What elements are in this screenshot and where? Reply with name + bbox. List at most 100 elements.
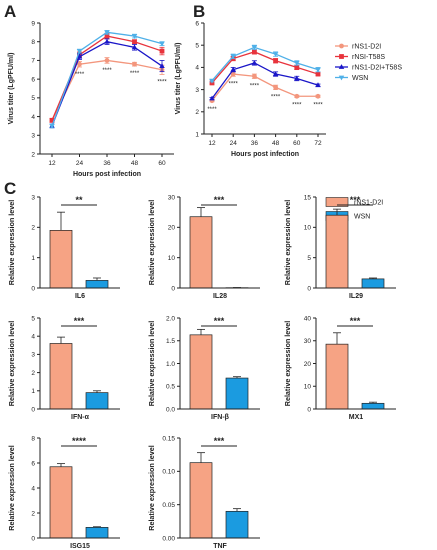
y-tick-label: 1.0 [166, 361, 175, 368]
y-axis-label: Relative expression level [147, 200, 156, 286]
y-tick-label: 3 [195, 87, 199, 94]
y-tick-label: 40 [304, 315, 312, 322]
y-tick-label: 5 [307, 255, 311, 262]
data-point [294, 93, 300, 99]
bar [85, 527, 109, 539]
y-tick-label: 2 [31, 225, 35, 232]
y-axis-label: Relative expression level [147, 321, 156, 407]
bar-chart-isg15: 0 2 4 6 8 ISG15 Relative expression level **** [7, 435, 120, 550]
x-axis-label: IFN-α [71, 414, 90, 421]
bar [49, 343, 73, 410]
y-tick-label: 0.10 [162, 469, 175, 476]
y-tick-label: 2 [195, 109, 199, 116]
y-tick-label: 0 [31, 406, 35, 413]
data-point [159, 63, 165, 68]
data-point [273, 58, 278, 64]
x-axis-label: IL6 [75, 293, 85, 300]
y-axis-label: Virus titer (LgPFU/ml) [175, 43, 182, 115]
bar-chart-mx1: 0 10 20 30 40 MX1 Relative expression level *** [283, 315, 396, 421]
y-axis-label: Relative expression level [7, 445, 16, 531]
data-point [294, 65, 300, 70]
data-point [209, 78, 215, 84]
y-tick-label: 30 [168, 194, 176, 201]
x-tick-label: 60 [158, 160, 166, 167]
y-tick-label: 0 [171, 285, 175, 292]
y-tick-label: 1 [195, 131, 199, 138]
significance-annotation: **** [157, 79, 167, 85]
significance-label: *** [74, 316, 85, 326]
data-point [49, 124, 55, 129]
x-axis-label: ISG15 [70, 543, 90, 550]
series-line [211, 62, 319, 99]
series-line [51, 41, 163, 127]
x-tick-label: 60 [293, 140, 301, 147]
bar [225, 377, 249, 410]
y-tick-label: 10 [304, 384, 312, 391]
y-tick-label: 0.0 [166, 406, 175, 413]
significance-annotation: **** [292, 102, 302, 108]
y-tick-label: 1.5 [166, 338, 175, 345]
bar [49, 466, 73, 539]
legend-label: rNSI-T58S [352, 54, 385, 61]
legend-swatch [325, 197, 349, 207]
y-axis-label: Relative expression level [7, 321, 16, 407]
x-tick-label: 48 [272, 140, 280, 147]
bar [361, 402, 385, 410]
significance-label: *** [214, 436, 225, 446]
y-tick-label: 4 [31, 485, 35, 492]
data-point [252, 49, 257, 55]
bar-chart-ifn-b: 0.0 0.5 1.0 1.5 2.0 IFN-β Relative expression … [147, 315, 260, 421]
data-point [131, 34, 138, 39]
legend-label: WSN [352, 75, 368, 82]
y-tick-label: 3 [31, 194, 35, 201]
panel-label-a: A [4, 2, 16, 21]
y-axis-label: Virus titer (LgPFU/ml) [8, 53, 15, 125]
data-point [76, 53, 83, 59]
x-tick-label: 24 [230, 140, 238, 147]
data-point [315, 71, 321, 77]
significance-label: *** [214, 316, 225, 326]
x-tick-label: 48 [131, 160, 139, 167]
significance-label: *** [350, 195, 361, 205]
x-axis-label: Hours post infection [231, 151, 299, 158]
data-point [315, 93, 321, 99]
y-tick-label: 4 [195, 65, 199, 72]
bar [325, 214, 349, 289]
data-point [272, 52, 279, 57]
significance-annotation: **** [229, 81, 239, 87]
significance-annotation: **** [75, 72, 85, 78]
x-tick-label: 24 [76, 160, 84, 167]
legend-marker [339, 54, 344, 59]
data-point [132, 61, 137, 67]
bar [85, 280, 109, 289]
legend-label: rNS1-D2I [354, 200, 383, 207]
y-tick-label: 1 [31, 255, 35, 262]
bar-chart-tnf: 0.00 0.05 0.10 0.15 TNF Relative expression l… [147, 435, 260, 550]
y-axis-label: Relative expression level [147, 445, 156, 531]
y-tick-label: 6 [31, 460, 35, 467]
y-tick-label: 0.00 [162, 535, 175, 542]
y-tick-label: 0 [307, 406, 311, 413]
bar-chart-il28: 0 10 20 30 IL28 Relative expression level *** [147, 194, 260, 300]
y-tick-label: 2.0 [166, 315, 175, 322]
y-tick-label: 2 [31, 510, 35, 517]
bar-chart-ifn-a: 0 1 2 3 4 5 IFN-α Relative expression level *** [7, 315, 120, 421]
y-tick-label: 5 [195, 43, 199, 50]
bar [225, 510, 249, 539]
line-chart-a: 2 3 4 5 6 7 8 9 12 24 36 48 60 Hours post infection Vi… [8, 20, 174, 178]
bar [189, 462, 213, 539]
y-tick-label: 9 [31, 20, 35, 27]
significance-label: *** [350, 316, 361, 326]
y-tick-label: 10 [168, 255, 176, 262]
y-axis-label: Relative expression level [7, 200, 16, 286]
data-point [230, 66, 236, 72]
bar [189, 216, 213, 289]
significance-annotation: **** [102, 68, 112, 74]
panel-label-b: B [193, 2, 205, 21]
data-point [209, 95, 215, 101]
legend-line-charts: rNS1-D2I rNSI-T58S rNS1-D2I+T58S WSN [335, 43, 402, 82]
data-point [49, 117, 55, 123]
y-tick-label: 0 [31, 535, 35, 542]
